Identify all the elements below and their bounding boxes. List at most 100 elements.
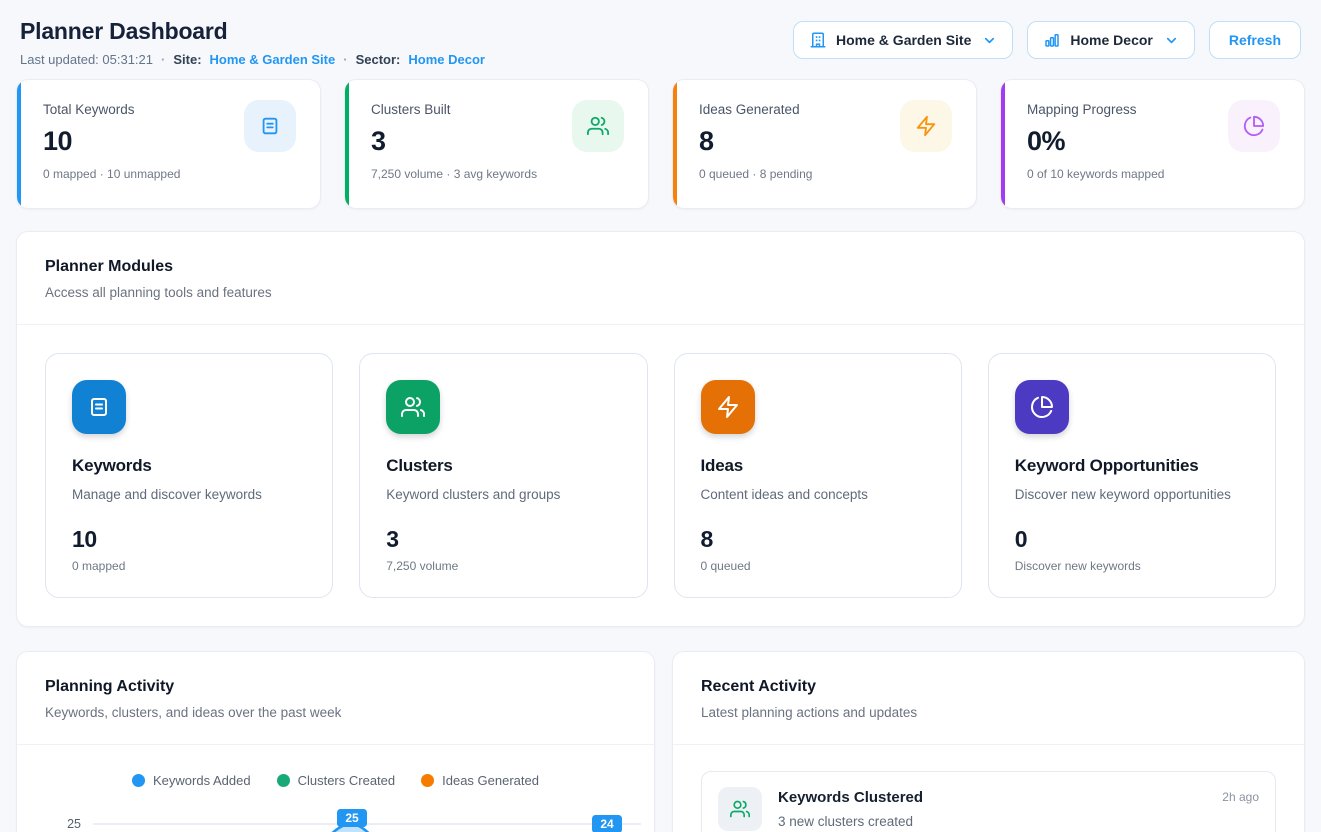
chevron-down-icon: [1164, 33, 1179, 48]
module-description: Keyword clusters and groups: [386, 487, 620, 502]
sector-link[interactable]: Home Decor: [408, 52, 485, 67]
planning-activity-subtitle: Keywords, clusters, and ideas over the p…: [45, 705, 626, 720]
pie-chart-icon: [1015, 380, 1069, 434]
stat-sub: 0 queued · 8 pending: [699, 167, 952, 181]
module-card-keyword-opportunities[interactable]: Keyword Opportunities Discover new keywo…: [988, 353, 1276, 598]
module-card-clusters[interactable]: Clusters Keyword clusters and groups 3 7…: [359, 353, 647, 598]
users-icon: [572, 100, 624, 152]
recent-activity-list: Keywords Clustered 3 new clusters create…: [673, 745, 1304, 832]
planner-modules-panel: Planner Modules Access all planning tool…: [16, 231, 1305, 627]
area-chart: 25 25 24: [23, 802, 648, 832]
stat-sub: 0 of 10 keywords mapped: [1027, 167, 1280, 181]
stat-card-total-keywords[interactable]: Total Keywords 10 0 mapped · 10 unmapped: [16, 79, 321, 209]
legend-item-ideas-generated[interactable]: Ideas Generated: [421, 773, 539, 788]
activity-item-keywords-clustered[interactable]: Keywords Clustered 3 new clusters create…: [701, 771, 1276, 832]
bolt-icon: [900, 100, 952, 152]
meta-separator: ·: [343, 52, 347, 67]
activity-item-title: Keywords Clustered: [778, 789, 1206, 806]
legend-label: Ideas Generated: [442, 773, 539, 788]
modules-grid: Keywords Manage and discover keywords 10…: [17, 325, 1304, 626]
planning-activity-panel: Planning Activity Keywords, clusters, an…: [16, 651, 655, 832]
page-title: Planner Dashboard: [20, 18, 485, 45]
module-sub: Discover new keywords: [1015, 559, 1249, 573]
bolt-icon: [701, 380, 755, 434]
chart-legend: Keywords Added Clusters Created Ideas Ge…: [17, 773, 654, 788]
modules-panel-header: Planner Modules Access all planning tool…: [17, 232, 1304, 324]
data-point-label: 25: [337, 809, 367, 827]
refresh-button[interactable]: Refresh: [1209, 21, 1301, 59]
activity-item-text: Keywords Clustered 3 new clusters create…: [778, 787, 1206, 829]
module-sub: 0 mapped: [72, 559, 306, 573]
site-label: Site:: [173, 52, 201, 67]
site-selector-dropdown[interactable]: Home & Garden Site: [793, 21, 1013, 59]
module-value: 3: [386, 526, 620, 553]
accent-stripe: [1001, 80, 1005, 208]
bottom-row: Planning Activity Keywords, clusters, an…: [16, 651, 1305, 832]
modules-subtitle: Access all planning tools and features: [45, 285, 1276, 300]
module-value: 10: [72, 526, 306, 553]
module-card-keywords[interactable]: Keywords Manage and discover keywords 10…: [45, 353, 333, 598]
activity-chart[interactable]: 25 25 24: [17, 802, 654, 832]
sector-label: Sector:: [356, 52, 401, 67]
module-sub: 7,250 volume: [386, 559, 620, 573]
module-title: Clusters: [386, 456, 620, 476]
chevron-down-icon: [982, 33, 997, 48]
users-icon: [386, 380, 440, 434]
module-description: Manage and discover keywords: [72, 487, 306, 502]
module-description: Content ideas and concepts: [701, 487, 935, 502]
legend-item-clusters-created[interactable]: Clusters Created: [277, 773, 396, 788]
stat-card-mapping-progress[interactable]: Mapping Progress 0% 0 of 10 keywords map…: [1000, 79, 1305, 209]
accent-stripe: [673, 80, 677, 208]
recent-activity-header: Recent Activity Latest planning actions …: [673, 652, 1304, 744]
module-description: Discover new keyword opportunities: [1015, 487, 1249, 502]
building-icon: [809, 31, 827, 49]
legend-label: Clusters Created: [298, 773, 396, 788]
modules-title: Planner Modules: [45, 258, 1276, 276]
document-icon: [72, 380, 126, 434]
module-title: Keyword Opportunities: [1015, 456, 1249, 476]
site-selector-label: Home & Garden Site: [836, 32, 971, 48]
recent-activity-subtitle: Latest planning actions and updates: [701, 705, 1276, 720]
sector-selector-label: Home Decor: [1070, 32, 1152, 48]
stat-card-ideas-generated[interactable]: Ideas Generated 8 0 queued · 8 pending: [672, 79, 977, 209]
svg-text:24: 24: [600, 817, 614, 831]
planning-activity-title: Planning Activity: [45, 678, 626, 696]
header-meta: Last updated: 05:31:21 · Site: Home & Ga…: [20, 52, 485, 67]
legend-dot: [132, 774, 145, 787]
last-updated-text: Last updated: 05:31:21: [20, 52, 153, 67]
module-value: 0: [1015, 526, 1249, 553]
stat-sub: 7,250 volume · 3 avg keywords: [371, 167, 624, 181]
sector-selector-dropdown[interactable]: Home Decor: [1027, 21, 1194, 59]
divider: [17, 744, 654, 745]
legend-item-keywords-added[interactable]: Keywords Added: [132, 773, 251, 788]
activity-item-time: 2h ago: [1222, 790, 1259, 804]
stats-row: Total Keywords 10 0 mapped · 10 unmapped…: [16, 79, 1305, 209]
header-actions: Home & Garden Site Home Decor Refresh: [793, 21, 1301, 59]
recent-activity-panel: Recent Activity Latest planning actions …: [672, 651, 1305, 832]
header-text: Planner Dashboard Last updated: 05:31:21…: [20, 18, 485, 67]
page-header: Planner Dashboard Last updated: 05:31:21…: [16, 18, 1305, 67]
accent-stripe: [345, 80, 349, 208]
module-card-ideas[interactable]: Ideas Content ideas and concepts 8 0 que…: [674, 353, 962, 598]
data-point-label: 24: [592, 815, 622, 832]
svg-text:25: 25: [345, 811, 359, 825]
document-icon: [244, 100, 296, 152]
module-value: 8: [701, 526, 935, 553]
legend-dot: [421, 774, 434, 787]
recent-activity-title: Recent Activity: [701, 678, 1276, 696]
activity-item-description: 3 new clusters created: [778, 814, 1206, 829]
stat-card-clusters-built[interactable]: Clusters Built 3 7,250 volume · 3 avg ke…: [344, 79, 649, 209]
legend-label: Keywords Added: [153, 773, 251, 788]
users-icon: [718, 787, 762, 831]
pie-chart-icon: [1228, 100, 1280, 152]
planner-dashboard-page: Planner Dashboard Last updated: 05:31:21…: [0, 0, 1321, 832]
planning-activity-header: Planning Activity Keywords, clusters, an…: [17, 652, 654, 744]
y-axis-tick: 25: [67, 817, 81, 831]
module-title: Ideas: [701, 456, 935, 476]
stat-sub: 0 mapped · 10 unmapped: [43, 167, 296, 181]
meta-separator: ·: [161, 52, 165, 67]
module-sub: 0 queued: [701, 559, 935, 573]
bar-chart-icon: [1043, 31, 1061, 49]
site-link[interactable]: Home & Garden Site: [210, 52, 336, 67]
legend-dot: [277, 774, 290, 787]
